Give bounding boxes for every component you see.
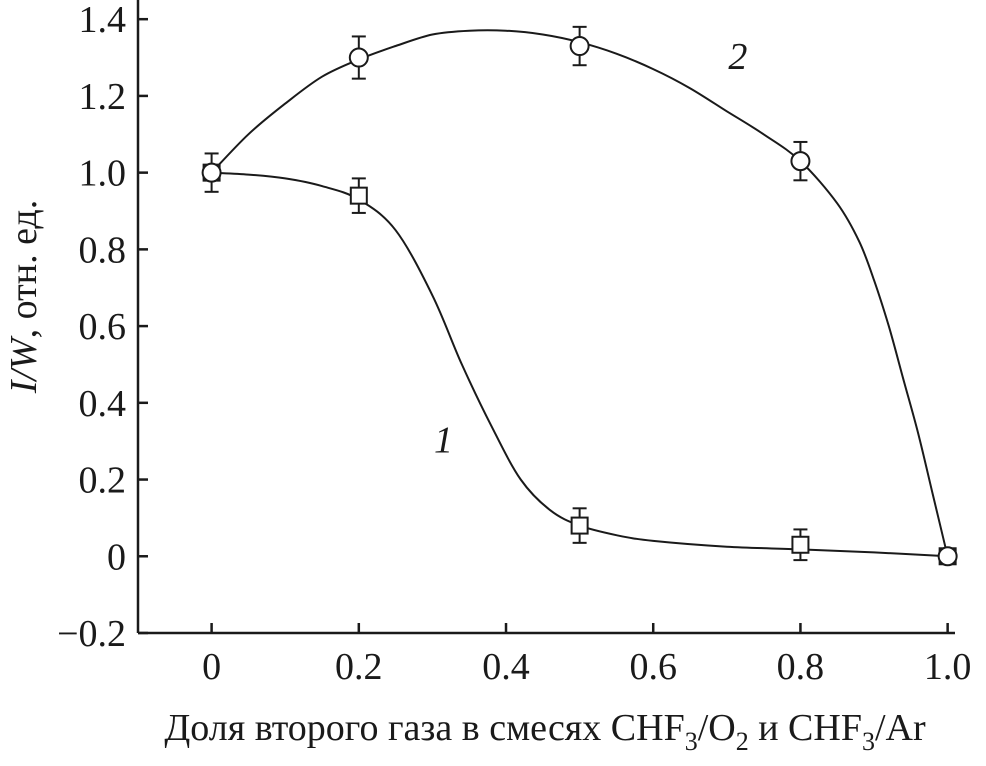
y-axis-title-symbol: I/W — [3, 335, 45, 394]
series-1-point — [791, 535, 810, 554]
x-axis-title-part: и CHF — [749, 707, 862, 749]
y-tick-label: 0.4 — [79, 383, 127, 425]
y-tick-label: −0.2 — [57, 613, 126, 655]
y-tick-label: 0 — [107, 536, 126, 578]
y-tick-label: 1.0 — [79, 153, 127, 195]
series-2-fit-curve — [210, 29, 949, 557]
x-axis-title-subscript: 2 — [736, 727, 749, 756]
curves-group — [210, 29, 949, 558]
series-2-point — [937, 546, 958, 567]
y-axis-title: I/W, отн. ед. — [3, 200, 45, 395]
markers-group — [201, 25, 958, 567]
series-2-point — [201, 162, 222, 183]
y-tick-label: 0.6 — [79, 306, 127, 348]
series-1-fit-curve — [211, 171, 948, 558]
axes-group: 0 0.2 0.4 0.6 0.8 1.0 −0.2 0 0.2 0.4 0.6 0.8 1.0 1.2 1… — [3, 0, 971, 756]
series-2-point — [348, 47, 369, 68]
series-2-point — [569, 36, 590, 57]
labels-group: 12 — [434, 36, 747, 462]
x-axis-title-subscript: 3 — [685, 727, 698, 756]
y-tick-label: 1.4 — [79, 0, 127, 41]
x-axis-title: Доля второго газа в смесях CHF3/O2 и CHF… — [164, 707, 926, 756]
x-axis-title-part: /Ar — [875, 707, 926, 749]
y-axis-title-units: , отн. ед. — [3, 200, 45, 339]
x-tick-label: 0.2 — [335, 646, 383, 688]
x-axis-title-part: Доля второго газа в смесях CHF — [164, 707, 684, 749]
x-tick-label: 0.8 — [777, 646, 825, 688]
x-axis-title-part: /O — [698, 707, 736, 749]
x-tick-label: 0.6 — [629, 646, 677, 688]
series-2-label: 2 — [728, 36, 747, 78]
series-1-point — [570, 516, 589, 535]
series-1-point — [349, 186, 368, 205]
series-1-label: 1 — [434, 420, 453, 462]
x-tick-label: 0.4 — [482, 646, 530, 688]
y-tick-label: 1.2 — [79, 76, 127, 118]
x-tick-label: 1.0 — [924, 646, 972, 688]
y-tick-label: 0.8 — [79, 229, 127, 271]
series-2-point — [790, 151, 811, 172]
x-axis-title-subscript: 3 — [862, 727, 875, 756]
x-tick-label: 0 — [202, 646, 221, 688]
y-tick-label: 0.2 — [79, 460, 127, 502]
